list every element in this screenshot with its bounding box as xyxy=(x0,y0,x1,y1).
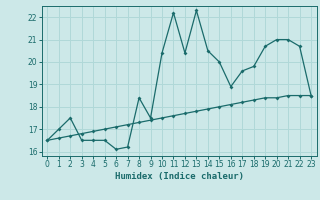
X-axis label: Humidex (Indice chaleur): Humidex (Indice chaleur) xyxy=(115,172,244,181)
